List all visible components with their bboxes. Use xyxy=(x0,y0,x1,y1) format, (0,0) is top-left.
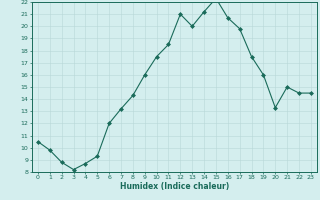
X-axis label: Humidex (Indice chaleur): Humidex (Indice chaleur) xyxy=(120,182,229,191)
